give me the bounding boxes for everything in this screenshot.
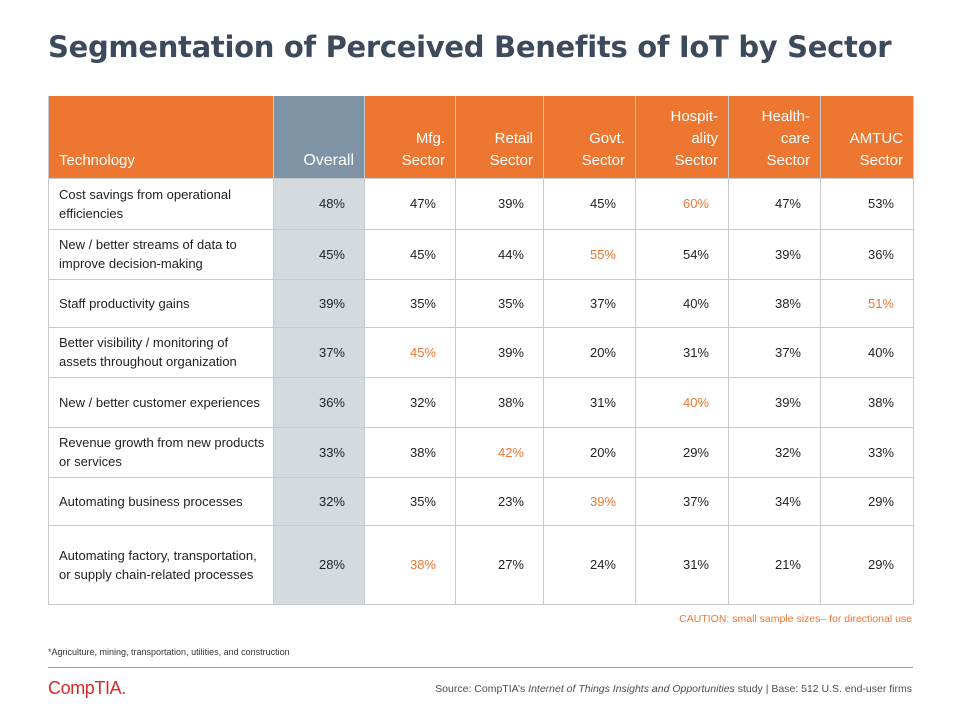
sector-value-cell: 35% — [455, 278, 544, 328]
sector-value-cell: 34% — [728, 476, 821, 526]
footnote: *Agriculture, mining, transportation, ut… — [48, 647, 290, 657]
source-study-title: Internet of Things Insights and Opportun… — [528, 683, 735, 695]
sector-value-cell: 23% — [455, 476, 544, 526]
sector-value-cell: 38% — [455, 376, 544, 428]
sector-value-cell: 20% — [543, 426, 636, 478]
sector-value-cell: 44% — [455, 228, 544, 280]
sector-value-cell: 55% — [543, 228, 636, 280]
column-header-sector: Govt. Sector — [543, 96, 636, 179]
row-label: Automating business processes — [48, 476, 274, 526]
sector-value-cell: 53% — [820, 177, 914, 230]
column-header-sector: Hospit- ality Sector — [635, 96, 729, 179]
sector-value-cell: 40% — [635, 278, 729, 328]
benefits-table: Technology Overall Mfg. Sector Retail Secto… — [48, 96, 914, 605]
sector-value-cell: 32% — [364, 376, 456, 428]
sector-value-cell: 24% — [543, 524, 636, 605]
row-label: Revenue growth from new products or serv… — [48, 426, 274, 478]
sector-value-cell: 21% — [728, 524, 821, 605]
table-row: Better visibility / monitoring of assets… — [48, 326, 914, 378]
overall-value-cell: 39% — [273, 278, 365, 328]
sector-value-cell: 40% — [635, 376, 729, 428]
sector-value-cell: 39% — [455, 326, 544, 378]
footer-divider — [48, 667, 913, 668]
sector-value-cell: 20% — [543, 326, 636, 378]
sector-value-cell: 33% — [820, 426, 914, 478]
table-row: Revenue growth from new products or serv… — [48, 426, 914, 478]
overall-value-cell: 48% — [273, 177, 365, 230]
sector-value-cell: 37% — [728, 326, 821, 378]
caution-note: CAUTION: small sample sizes– for directi… — [679, 613, 912, 625]
table-row: Automating business processes 32% 35% 23% 39… — [48, 476, 914, 526]
row-label: Automating factory, transportation, or s… — [48, 524, 274, 605]
sector-value-cell: 29% — [820, 524, 914, 605]
sector-value-cell: 60% — [635, 177, 729, 230]
sector-value-cell: 38% — [364, 524, 456, 605]
row-label: Cost savings from operational efficienci… — [48, 177, 274, 230]
sector-value-cell: 45% — [543, 177, 636, 230]
sector-value-cell: 31% — [543, 376, 636, 428]
sector-value-cell: 38% — [364, 426, 456, 478]
sector-value-cell: 47% — [728, 177, 821, 230]
column-header-overall: Overall — [273, 96, 365, 179]
sector-value-cell: 36% — [820, 228, 914, 280]
source-suffix: study | Base: 512 U.S. end-user firms — [734, 683, 912, 695]
sector-value-cell: 42% — [455, 426, 544, 478]
sector-value-cell: 27% — [455, 524, 544, 605]
row-label: Staff productivity gains — [48, 278, 274, 328]
sector-value-cell: 39% — [728, 228, 821, 280]
column-header-sector: Mfg. Sector — [364, 96, 456, 179]
table-header-row: Technology Overall Mfg. Sector Retail Secto… — [48, 96, 914, 179]
sector-value-cell: 38% — [820, 376, 914, 428]
source-prefix: Source: CompTIA’s — [435, 683, 529, 695]
table-row: Staff productivity gains 39% 35% 35% 37% 40% 3… — [48, 278, 914, 328]
table-row: New / better streams of data to improve … — [48, 228, 914, 280]
table-row: Cost savings from operational efficienci… — [48, 177, 914, 230]
column-header-technology: Technology — [48, 96, 274, 179]
sector-value-cell: 39% — [728, 376, 821, 428]
page-title: Segmentation of Perceived Benefits of Io… — [48, 30, 892, 64]
overall-value-cell: 32% — [273, 476, 365, 526]
sector-value-cell: 51% — [820, 278, 914, 328]
comptia-logo: CompTIA. — [48, 678, 126, 698]
row-label: Better visibility / monitoring of assets… — [48, 326, 274, 378]
sector-value-cell: 39% — [455, 177, 544, 230]
sector-value-cell: 39% — [543, 476, 636, 526]
overall-value-cell: 36% — [273, 376, 365, 428]
sector-value-cell: 37% — [543, 278, 636, 328]
column-header-sector: Retail Sector — [455, 96, 544, 179]
sector-value-cell: 31% — [635, 524, 729, 605]
sector-value-cell: 29% — [635, 426, 729, 478]
overall-value-cell: 28% — [273, 524, 365, 605]
overall-value-cell: 45% — [273, 228, 365, 280]
table-body: Cost savings from operational efficienci… — [48, 177, 914, 605]
sector-value-cell: 47% — [364, 177, 456, 230]
sector-value-cell: 45% — [364, 228, 456, 280]
table-row: New / better customer experiences 36% 32% 3… — [48, 376, 914, 428]
sector-value-cell: 35% — [364, 278, 456, 328]
table-row: Automating factory, transportation, or s… — [48, 524, 914, 605]
row-label: New / better customer experiences — [48, 376, 274, 428]
sector-value-cell: 38% — [728, 278, 821, 328]
overall-value-cell: 37% — [273, 326, 365, 378]
overall-value-cell: 33% — [273, 426, 365, 478]
source-citation: Source: CompTIA’s Internet of Things Ins… — [435, 683, 912, 695]
row-label: New / better streams of data to improve … — [48, 228, 274, 280]
sector-value-cell: 40% — [820, 326, 914, 378]
sector-value-cell: 37% — [635, 476, 729, 526]
sector-value-cell: 31% — [635, 326, 729, 378]
sector-value-cell: 45% — [364, 326, 456, 378]
sector-value-cell: 32% — [728, 426, 821, 478]
column-header-sector: Health- care Sector — [728, 96, 821, 179]
sector-value-cell: 54% — [635, 228, 729, 280]
sector-value-cell: 29% — [820, 476, 914, 526]
sector-value-cell: 35% — [364, 476, 456, 526]
column-header-sector: AMTUC Sector — [820, 96, 914, 179]
